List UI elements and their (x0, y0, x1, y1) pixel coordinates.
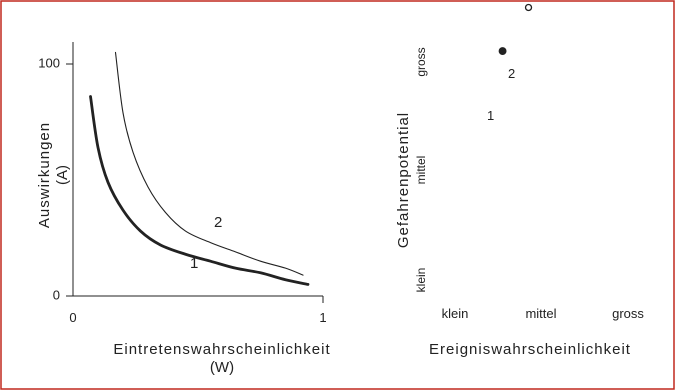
x-category-label-mittel: mittel (525, 306, 556, 321)
y-axis-title: Auswirkungen (36, 122, 53, 228)
y-tick-label-100: 100 (38, 55, 60, 70)
series-label-2: 2 (214, 214, 222, 231)
point-label-2: 2 (508, 66, 515, 81)
hazard-matrix-chart: gross mittel klein klein mittel gross Er… (395, 3, 644, 358)
x-category-label-klein: klein (442, 306, 469, 321)
x-axis-title: Ereigniswahrscheinlichkeit (429, 341, 631, 358)
x-tick-label-0: 0 (69, 310, 76, 325)
x-axis-title: Eintretenswahrscheinlichkeit (113, 341, 330, 358)
curve-series-1 (89, 95, 310, 286)
curve-series-2 (114, 51, 304, 276)
y-tick-label-0: 0 (53, 287, 60, 302)
x-tick-label-1: 1 (319, 310, 326, 325)
series-label-1: 1 (190, 255, 198, 272)
point-2 (524, 3, 533, 12)
y-category-label-mittel: mittel (414, 156, 428, 185)
point-label-1: 1 (487, 108, 494, 123)
y-category-label-klein: klein (414, 268, 428, 293)
y-axis-subtitle: (A) (54, 165, 71, 185)
point-1 (498, 47, 507, 56)
y-category-label-gross: gross (414, 47, 428, 76)
risk-curve-chart: 100 0 0 1 Eintretenswahrscheinlichkeit (… (36, 42, 330, 376)
y-axis-title: Gefahrenpotential (395, 112, 412, 248)
x-category-label-gross: gross (612, 306, 644, 321)
x-axis-subtitle: (W) (210, 359, 234, 376)
